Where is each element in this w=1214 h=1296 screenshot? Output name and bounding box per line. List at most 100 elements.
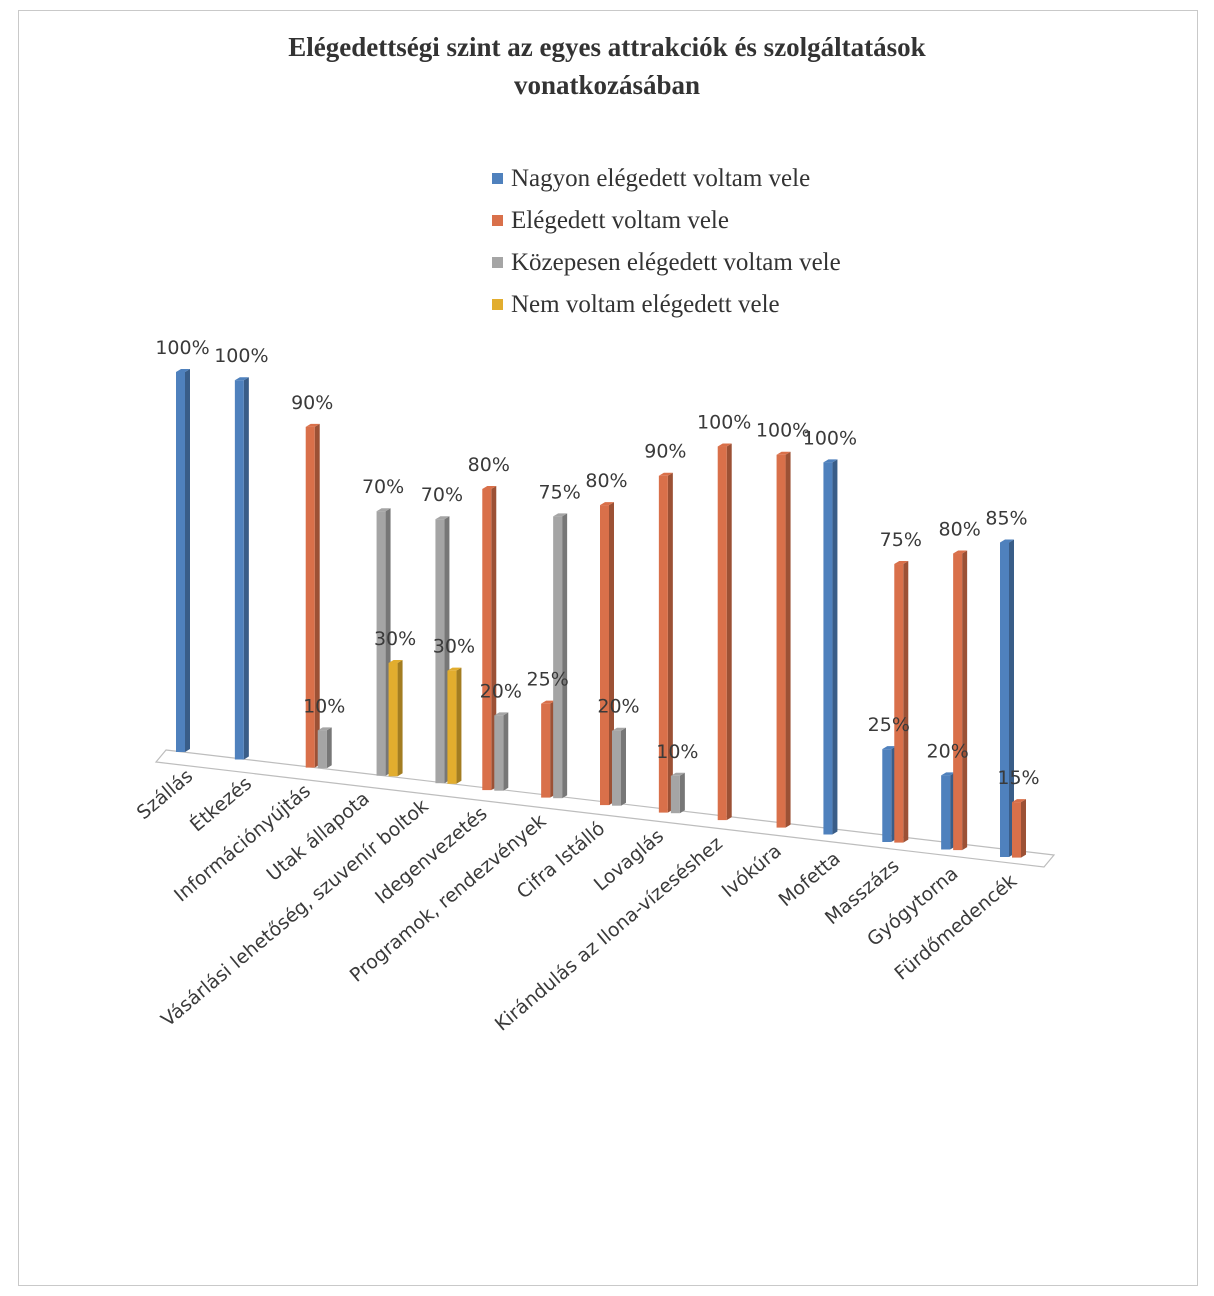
- legend-label: Nem voltam elégedett vele: [511, 291, 780, 318]
- bar: [882, 746, 897, 842]
- bar-top: [658, 472, 673, 476]
- data-label: 25%: [527, 669, 569, 691]
- data-label: 80%: [468, 454, 510, 476]
- bar-top: [447, 667, 462, 671]
- bar: [305, 423, 320, 768]
- bar-top: [234, 377, 249, 381]
- data-label: 20%: [927, 740, 969, 762]
- bar: [717, 443, 732, 821]
- legend-label: Elégedett voltam vele: [511, 207, 729, 234]
- legend-item-nagyon-elegedett: Nagyon elégedett voltam vele: [492, 160, 841, 202]
- bar-side: [609, 502, 614, 806]
- floor-plane: [154, 749, 1056, 868]
- data-label: 100%: [697, 412, 751, 434]
- bar-front: [941, 775, 951, 850]
- legend-item-kozepesen-elegedett: Közepesen elégedett voltam vele: [492, 244, 841, 286]
- data-label: 100%: [214, 345, 268, 367]
- bar-front: [553, 516, 563, 799]
- bar: [541, 700, 556, 798]
- bar-front: [658, 475, 668, 813]
- legend-label: Közepesen elégedett voltam vele: [511, 249, 841, 276]
- bar-front: [317, 730, 327, 769]
- bar-side: [785, 451, 791, 828]
- bar-side: [903, 561, 909, 843]
- data-label: 100%: [756, 420, 810, 442]
- legend-item-elegedett: Elégedett voltam vele: [492, 202, 841, 244]
- bar-top: [482, 485, 497, 489]
- data-label: 85%: [985, 508, 1027, 530]
- bar-side: [621, 727, 626, 806]
- bar-side: [679, 772, 685, 814]
- bar-front: [305, 426, 315, 768]
- bar: [553, 513, 568, 799]
- data-label: 10%: [303, 695, 345, 717]
- bar-front: [953, 553, 963, 851]
- bar: [670, 772, 685, 814]
- bar-front: [388, 662, 398, 777]
- data-label: 25%: [868, 714, 910, 736]
- data-label: 80%: [585, 470, 627, 492]
- bar-front: [670, 775, 680, 814]
- bar-front: [1000, 542, 1009, 857]
- bar-top: [882, 746, 897, 750]
- data-label: 15%: [997, 767, 1039, 789]
- bar-side: [503, 712, 509, 791]
- bar-top: [305, 423, 320, 427]
- bar-side: [397, 659, 403, 777]
- legend-label: Nagyon elégedett voltam vele: [511, 165, 811, 192]
- bar-top: [376, 508, 391, 512]
- bar-front: [447, 670, 457, 784]
- bar-front: [234, 380, 244, 760]
- bar-front: [894, 564, 904, 843]
- bar-front: [376, 511, 386, 776]
- data-label: 30%: [433, 636, 475, 658]
- bar-top: [717, 443, 732, 447]
- bar-top: [388, 659, 403, 663]
- legend-swatch: [492, 173, 503, 184]
- bar-side: [667, 472, 673, 813]
- bar: [823, 459, 838, 835]
- bars: [176, 369, 1026, 858]
- bar-side: [726, 443, 732, 821]
- bar-side: [314, 423, 320, 768]
- bar-top: [941, 772, 956, 776]
- legend-swatch: [492, 299, 503, 310]
- bar-front: [882, 749, 892, 842]
- bar-side: [326, 727, 332, 769]
- bar: [612, 727, 626, 806]
- data-label: 75%: [880, 529, 922, 551]
- chart-title-line-2: vonatkozásában: [513, 70, 701, 100]
- chart-title: Elégedettségi szint az egyes attrakciók …: [0, 28, 1214, 104]
- bar-side: [243, 377, 249, 760]
- bar: [447, 667, 462, 784]
- data-label: 70%: [421, 484, 463, 506]
- bar-front: [612, 730, 621, 806]
- bar-side: [491, 485, 497, 791]
- bar-top: [317, 727, 332, 731]
- data-label: 100%: [155, 337, 209, 359]
- bar-front: [176, 372, 185, 752]
- bar: [600, 502, 614, 806]
- legend: Nagyon elégedett voltam vele Elégedett v…: [492, 160, 841, 328]
- data-label: 100%: [803, 427, 857, 449]
- bar-top: [435, 516, 450, 520]
- bar-top: [494, 712, 509, 716]
- floor: [154, 749, 1056, 868]
- category-label: Szállás: [133, 765, 198, 824]
- bar-top: [1000, 539, 1014, 543]
- data-label: 75%: [539, 481, 581, 503]
- data-label: 30%: [374, 628, 416, 650]
- bar-top: [612, 727, 626, 731]
- bar-top: [670, 772, 685, 776]
- bar-side: [456, 667, 462, 784]
- bar-top: [600, 502, 614, 506]
- data-label: 20%: [480, 680, 522, 702]
- legend-swatch: [492, 257, 503, 268]
- category-label: Fürdőmedencék: [890, 870, 1021, 985]
- bar-side: [562, 513, 568, 799]
- bar: [776, 451, 791, 828]
- bar-top: [894, 561, 909, 565]
- bar-front: [823, 462, 833, 835]
- bar-side: [185, 369, 190, 752]
